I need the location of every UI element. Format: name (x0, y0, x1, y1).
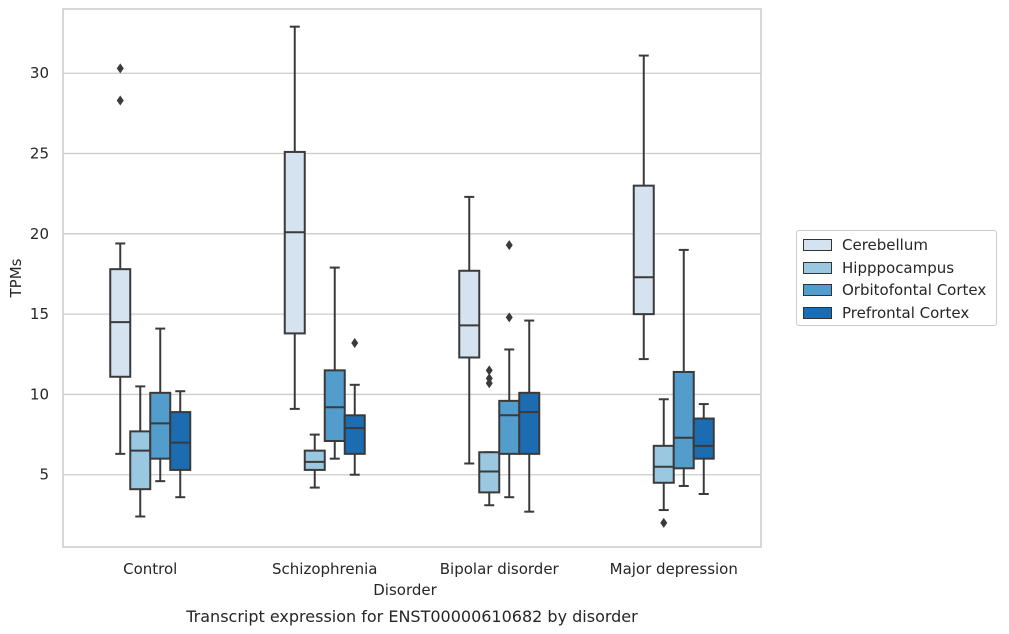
x-tick-label: Bipolar disorder (440, 560, 560, 578)
iqr-box (343, 414, 366, 455)
legend-label: Cerebellum (842, 236, 928, 254)
legend-item: Hipppocampus (803, 258, 954, 278)
box-prefrontal-cortex (169, 390, 192, 499)
outlier-point (116, 95, 124, 106)
outlier-point (505, 312, 513, 323)
box-series-group (109, 25, 715, 528)
box-hipppocampus (478, 365, 501, 507)
iqr-box (149, 391, 172, 460)
legend-item: Cerebellum (803, 235, 928, 255)
box-cerebellum (458, 195, 481, 465)
iqr-box (323, 369, 346, 443)
y-axis-title: TPMs (7, 258, 25, 298)
iqr-box (458, 269, 481, 359)
outlier-point (505, 240, 513, 251)
y-tick-label: 25 (30, 145, 49, 163)
box-prefrontal-cortex (518, 319, 541, 513)
box-orbitofontal-cortex (498, 240, 521, 499)
y-tick-label: 20 (30, 225, 49, 243)
iqr-box (283, 150, 306, 335)
iqr-box (652, 444, 675, 484)
box-orbitofontal-cortex (149, 327, 172, 483)
legend-swatch (803, 306, 832, 319)
legend-swatch (803, 261, 832, 274)
box-hipppocampus (129, 385, 152, 518)
iqr-box (498, 399, 521, 455)
chart-legend: Cerebellum Hipppocampus Orbitofontal Corte… (796, 230, 997, 326)
chart-caption: Transcript expression for ENST0000061068… (185, 607, 638, 626)
y-tick-labels: 5 10 15 20 25 30 (30, 64, 49, 483)
iqr-box (129, 430, 152, 491)
x-tick-label: Schizophrenia (272, 560, 377, 578)
iqr-box (672, 370, 695, 470)
iqr-box (518, 391, 541, 455)
outlier-point (351, 338, 359, 349)
box-prefrontal-cortex (343, 338, 366, 476)
box-cerebellum (283, 25, 306, 410)
plot-area-frame (62, 8, 762, 548)
legend-swatch (803, 239, 832, 251)
box-hipppocampus (303, 433, 326, 489)
iqr-box (303, 449, 326, 471)
y-tick-label: 5 (39, 466, 49, 484)
legend-swatch (803, 284, 832, 296)
x-axis-title: Disorder (373, 581, 437, 599)
iqr-box (632, 184, 655, 316)
box-hipppocampus (652, 398, 675, 528)
iqr-box (169, 411, 192, 471)
legend-label: Hipppocampus (842, 258, 955, 277)
legend-item: Orbitofontal Cortex (803, 280, 986, 300)
iqr-box (692, 417, 715, 460)
legend-label: Orbitofontal Cortex (842, 281, 987, 299)
y-tick-label: 30 (30, 64, 49, 82)
legend-item: Prefrontal Cortex (803, 303, 969, 323)
box-orbitofontal-cortex (323, 266, 346, 460)
box-orbitofontal-cortex (672, 248, 695, 487)
x-tick-labels: Control Schizophrenia Bipolar disorder Majo… (123, 560, 738, 578)
box-prefrontal-cortex (692, 403, 715, 496)
legend-label: Prefrontal Cortex (842, 303, 970, 322)
box-cerebellum (109, 63, 132, 455)
x-tick-label: Major depression (610, 560, 738, 578)
outlier-point (116, 63, 124, 74)
y-tick-label: 10 (30, 385, 49, 403)
x-tick-label: Control (123, 560, 177, 578)
box-cerebellum (632, 54, 655, 361)
outlier-point (485, 365, 493, 376)
outlier-point (660, 517, 668, 528)
y-tick-label: 15 (30, 305, 49, 323)
outlier-point (485, 373, 493, 384)
